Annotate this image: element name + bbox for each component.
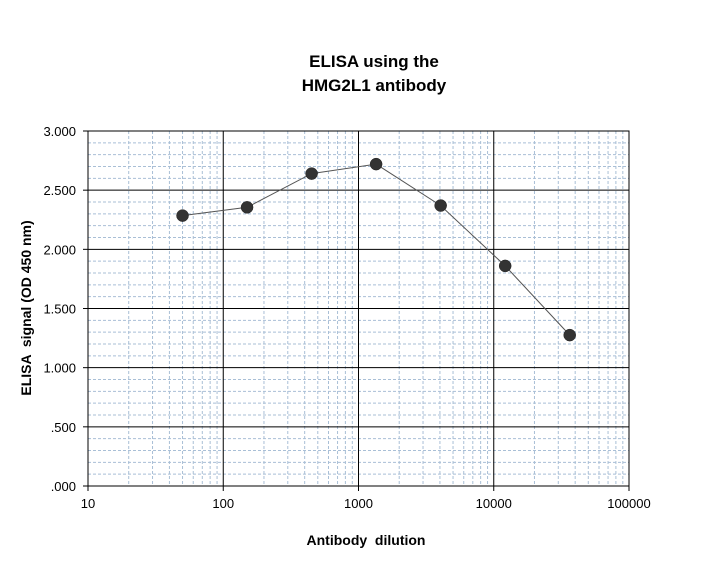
x-tick-label: 100 — [212, 496, 234, 511]
data-series — [176, 157, 576, 342]
y-tick-label: 2.500 — [43, 183, 76, 198]
data-point — [434, 199, 447, 212]
data-point — [305, 167, 318, 180]
x-tick-label: 10 — [81, 496, 95, 511]
y-axis-label: ELISA signal (OD 450 nm) — [18, 220, 34, 395]
x-tick-label: 100000 — [607, 496, 650, 511]
data-point — [240, 201, 254, 214]
y-tick-label: 1.500 — [43, 302, 76, 317]
y-tick-label: 3.000 — [43, 124, 76, 139]
y-tick-label: 1.000 — [43, 361, 76, 376]
x-tick-label: 1000 — [344, 496, 373, 511]
x-axis-label: Antibody dilution — [307, 532, 426, 548]
grid — [87, 130, 630, 487]
data-point — [176, 209, 189, 222]
data-point — [563, 328, 576, 342]
axis-ticks: .000 .500 1.000 1.500 2.000 2.500 3.000 10 100 10… — [43, 124, 650, 511]
chart-title-line-1: ELISA using the — [309, 52, 439, 71]
data-point — [369, 157, 383, 171]
y-tick-label: .500 — [51, 420, 76, 435]
data-point — [498, 259, 512, 273]
x-tick-label: 10000 — [476, 496, 512, 511]
y-tick-label: .000 — [51, 479, 76, 494]
y-tick-label: 2.000 — [43, 242, 76, 257]
chart-title-line-2: HMG2L1 antibody — [302, 76, 447, 95]
